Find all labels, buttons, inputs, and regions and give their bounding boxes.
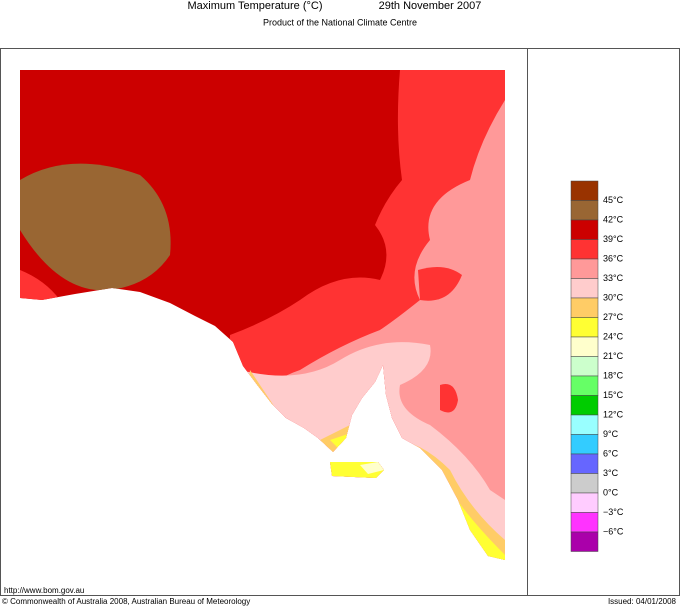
legend-label: 15°C: [603, 390, 624, 400]
legend-label: 39°C: [603, 234, 624, 244]
legend-swatch: [570, 180, 599, 201]
legend-label: 18°C: [603, 370, 624, 380]
legend: 45°C 42°C 39°C 36°C 33°C 30°C 27°C 24°C 21°C 18°C…: [570, 180, 624, 552]
legend-label: 0°C: [603, 487, 619, 497]
legend-swatch: [570, 200, 599, 221]
legend-label: 3°C: [603, 468, 619, 478]
zone-21: [360, 462, 384, 474]
legend-label: 36°C: [603, 253, 624, 263]
legend-swatch: [570, 531, 599, 552]
zone-42: [20, 163, 171, 291]
legend-swatch: [570, 317, 599, 338]
legend-swatch: [570, 395, 599, 416]
zone-36-south: [440, 384, 458, 413]
legend-swatch: [570, 473, 599, 494]
legend-swatch: [570, 356, 599, 377]
legend-swatch: [570, 434, 599, 455]
legend-label: 9°C: [603, 429, 619, 439]
zone-36-west: [20, 270, 60, 300]
legend-swatch: [570, 414, 599, 435]
temperature-field: [20, 70, 505, 560]
legend-swatch: [570, 453, 599, 474]
copyright: © Commonwealth of Australia 2008, Austra…: [2, 597, 250, 606]
map-subtitle: Product of the National Climate Centre: [263, 17, 417, 27]
source-url: http://www.bom.gov.au: [4, 586, 84, 595]
legend-swatch: [570, 258, 599, 279]
legend-label: −3°C: [603, 507, 624, 517]
legend-swatch: [570, 375, 599, 396]
legend-swatch: [570, 492, 599, 513]
legend-label: 45°C: [603, 195, 624, 205]
legend-label: 33°C: [603, 273, 624, 283]
legend-label: 6°C: [603, 448, 619, 458]
legend-label: 21°C: [603, 351, 624, 361]
legend-swatch: [570, 278, 599, 299]
legend-label: 27°C: [603, 312, 624, 322]
map-title: Maximum Temperature (°C): [187, 0, 322, 12]
legend-label: 30°C: [603, 292, 624, 302]
legend-swatch: [570, 512, 599, 533]
legend-label: −6°C: [603, 526, 624, 536]
legend-label: 42°C: [603, 214, 624, 224]
legend-swatch: [570, 336, 599, 357]
legend-label: 12°C: [603, 409, 624, 419]
legend-swatch: [570, 297, 599, 318]
map-date: 29th November 2007: [379, 0, 482, 12]
legend-label: 24°C: [603, 331, 624, 341]
legend-swatch: [570, 219, 599, 240]
issued: Issued: 04/01/2008: [608, 597, 677, 606]
legend-swatch: [570, 239, 599, 260]
zone-36-east: [418, 266, 462, 301]
